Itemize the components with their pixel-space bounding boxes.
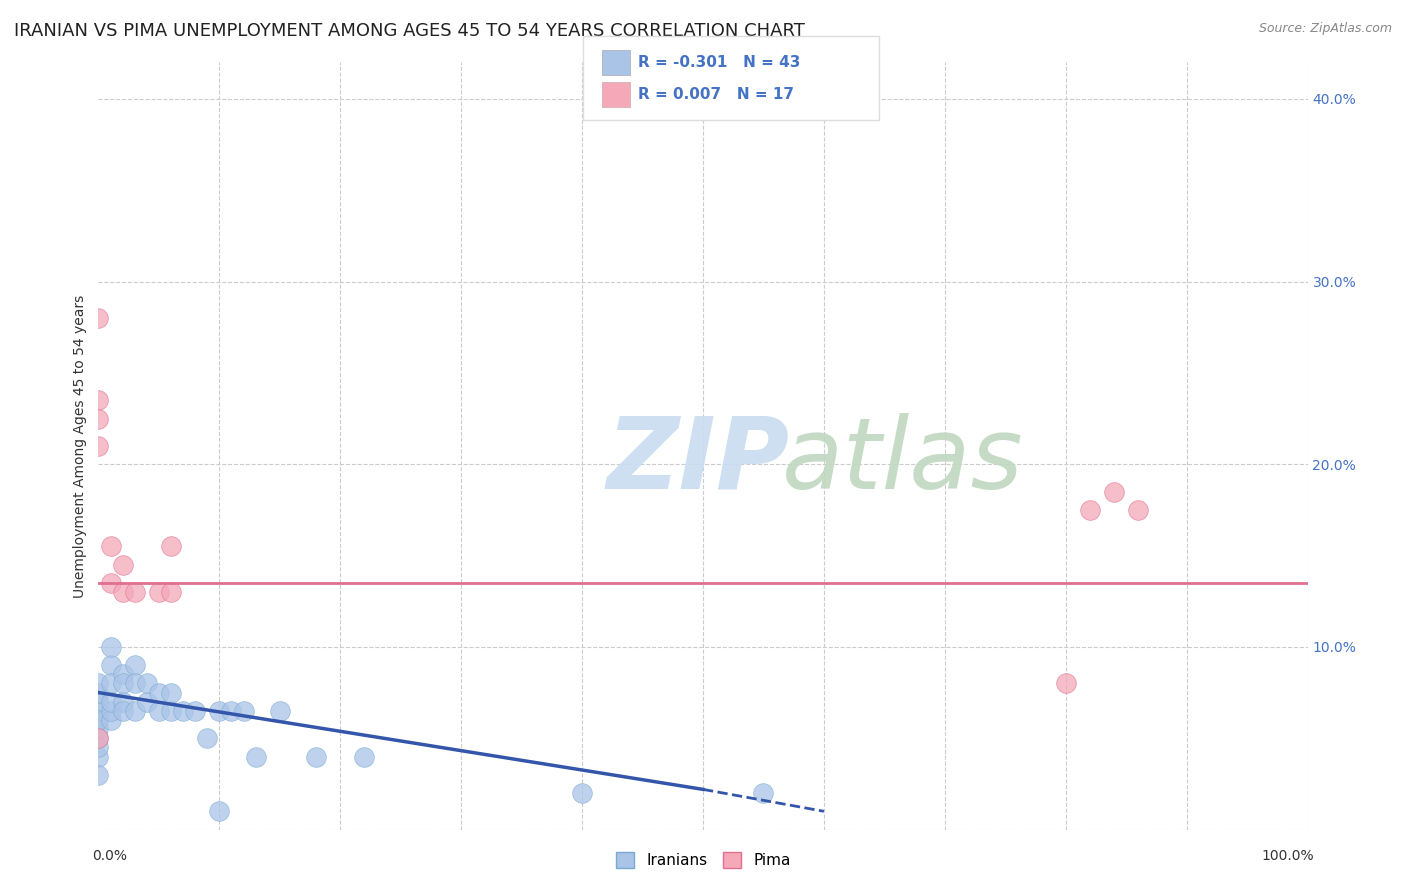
Point xyxy=(752,786,775,800)
Point xyxy=(87,731,110,746)
Text: R = -0.301   N = 43: R = -0.301 N = 43 xyxy=(638,55,800,70)
Point xyxy=(124,704,146,718)
Point xyxy=(87,740,110,755)
Point xyxy=(100,676,122,690)
Point xyxy=(100,540,122,554)
Text: IRANIAN VS PIMA UNEMPLOYMENT AMONG AGES 45 TO 54 YEARS CORRELATION CHART: IRANIAN VS PIMA UNEMPLOYMENT AMONG AGES … xyxy=(14,22,804,40)
Point xyxy=(87,704,110,718)
Point xyxy=(160,540,183,554)
Point xyxy=(148,585,170,599)
Point xyxy=(87,695,110,709)
Point xyxy=(87,731,110,746)
Legend: Iranians, Pima: Iranians, Pima xyxy=(616,852,790,868)
Point xyxy=(208,805,231,819)
Point xyxy=(100,704,122,718)
Point xyxy=(195,731,218,746)
Point xyxy=(232,704,254,718)
Point xyxy=(305,749,328,764)
Point xyxy=(87,749,110,764)
Point xyxy=(111,667,134,681)
Point xyxy=(111,695,134,709)
Text: ZIP: ZIP xyxy=(606,413,789,510)
Point xyxy=(245,749,267,764)
Point xyxy=(353,749,375,764)
Point xyxy=(208,704,231,718)
Point xyxy=(111,558,134,572)
Point xyxy=(87,713,110,727)
Point xyxy=(100,658,122,673)
Point xyxy=(87,439,110,453)
Point xyxy=(111,676,134,690)
Point xyxy=(160,704,183,718)
Point xyxy=(1078,503,1101,517)
Point xyxy=(160,585,183,599)
Point xyxy=(87,676,110,690)
Text: 0.0%: 0.0% xyxy=(93,849,128,863)
Text: Source: ZipAtlas.com: Source: ZipAtlas.com xyxy=(1258,22,1392,36)
Point xyxy=(148,685,170,699)
Point xyxy=(87,685,110,699)
Point xyxy=(135,695,157,709)
Point xyxy=(124,676,146,690)
Point xyxy=(87,411,110,425)
Point xyxy=(160,685,183,699)
Point xyxy=(87,768,110,782)
Point xyxy=(184,704,207,718)
Point xyxy=(172,704,194,718)
Point xyxy=(87,713,110,727)
Y-axis label: Unemployment Among Ages 45 to 54 years: Unemployment Among Ages 45 to 54 years xyxy=(73,294,87,598)
Point xyxy=(87,311,110,326)
Point xyxy=(571,786,593,800)
Point xyxy=(135,676,157,690)
Text: R = 0.007   N = 17: R = 0.007 N = 17 xyxy=(638,87,794,102)
Point xyxy=(111,704,134,718)
Point xyxy=(100,640,122,654)
Point xyxy=(100,576,122,591)
Text: atlas: atlas xyxy=(782,413,1024,510)
Point xyxy=(124,658,146,673)
Point xyxy=(1102,484,1125,499)
Point xyxy=(1054,676,1077,690)
Point xyxy=(87,393,110,408)
Point xyxy=(111,585,134,599)
Point xyxy=(87,722,110,736)
Point xyxy=(124,585,146,599)
Point xyxy=(148,704,170,718)
Point xyxy=(100,695,122,709)
Text: 100.0%: 100.0% xyxy=(1261,849,1313,863)
Point xyxy=(221,704,243,718)
Point xyxy=(100,713,122,727)
Point xyxy=(1128,503,1150,517)
Point xyxy=(269,704,291,718)
